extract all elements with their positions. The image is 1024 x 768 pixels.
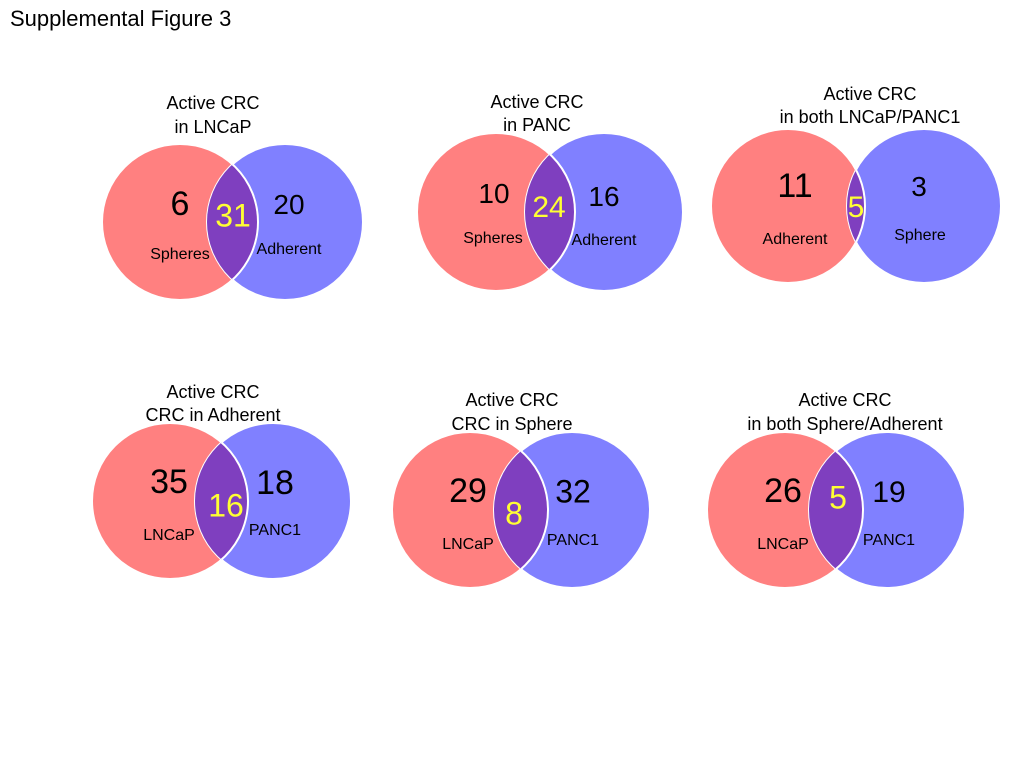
venn-right-circle bbox=[846, 128, 1002, 284]
venn-left-label: LNCaP bbox=[143, 527, 195, 544]
venn-right-count: 16 bbox=[588, 181, 619, 212]
venn-4 bbox=[91, 422, 352, 580]
venn-overlap-region bbox=[494, 432, 549, 588]
venn-right-label: PANC1 bbox=[547, 532, 599, 549]
venn-overlap-count: 5 bbox=[829, 480, 847, 516]
venn-overlap-region bbox=[195, 423, 249, 579]
venn-left-count: 6 bbox=[171, 185, 190, 223]
venn-right-label: Adherent bbox=[572, 232, 637, 249]
venn-1 bbox=[101, 143, 364, 301]
venn-3 bbox=[710, 128, 1002, 284]
venn-left-label: Spheres bbox=[150, 246, 210, 263]
venn-title-line-1: Active CRC bbox=[166, 382, 259, 402]
venn-overlap-count: 16 bbox=[208, 488, 244, 524]
venn-right-count: 3 bbox=[911, 171, 927, 202]
venn-right-label: Sphere bbox=[894, 227, 946, 244]
venn-overlap-region bbox=[847, 129, 866, 283]
venn-overlap-region bbox=[207, 144, 259, 300]
venn-left-label: LNCaP bbox=[757, 536, 809, 553]
venn-title-line-1: Active CRC bbox=[166, 93, 259, 113]
venn-title-line-2: in both Sphere/Adherent bbox=[747, 414, 942, 434]
venn-title-line-2: CRC in Adherent bbox=[145, 405, 280, 425]
venn-left-circle bbox=[710, 128, 866, 284]
venn-right-label: Adherent bbox=[257, 241, 322, 258]
venn-right-count: 18 bbox=[256, 464, 294, 502]
venn-5 bbox=[391, 431, 651, 589]
venn-title-line-1: Active CRC bbox=[823, 84, 916, 104]
venn-right-label: PANC1 bbox=[249, 522, 301, 539]
figure-title: Supplemental Figure 3 bbox=[10, 6, 232, 31]
venn-left-count: 10 bbox=[478, 178, 509, 209]
venn-title-line-2: in LNCaP bbox=[174, 117, 251, 137]
venn-right-label: PANC1 bbox=[863, 532, 915, 549]
venn-left-label: LNCaP bbox=[442, 536, 494, 553]
venn-right-count: 19 bbox=[872, 476, 905, 509]
venn-overlap-count: 5 bbox=[848, 191, 865, 224]
venn-overlap-count: 31 bbox=[215, 198, 251, 234]
venn-6 bbox=[706, 431, 966, 589]
venn-title-line-1: Active CRC bbox=[798, 390, 891, 410]
venn-title-line-1: Active CRC bbox=[465, 390, 558, 410]
venn-overlap-region bbox=[809, 432, 864, 588]
venn-left-label: Spheres bbox=[463, 230, 523, 247]
venn-left-count: 26 bbox=[764, 472, 802, 510]
venn-right-count: 20 bbox=[273, 189, 304, 220]
venn-overlap-count: 8 bbox=[505, 496, 523, 532]
venn-left-label: Adherent bbox=[763, 231, 828, 248]
venn-title-line-1: Active CRC bbox=[490, 92, 583, 112]
venn-title-line-2: in PANC bbox=[503, 115, 571, 135]
venn-title-line-2: CRC in Sphere bbox=[451, 414, 572, 434]
venn-left-count: 11 bbox=[777, 167, 812, 205]
venn-overlap-count: 24 bbox=[532, 191, 565, 224]
venn-title-line-2: in both LNCaP/PANC1 bbox=[780, 107, 961, 127]
venn-left-count: 29 bbox=[449, 472, 487, 510]
venn-right-count: 32 bbox=[555, 474, 591, 510]
venn-2 bbox=[416, 132, 684, 292]
venn-left-count: 35 bbox=[150, 463, 188, 501]
